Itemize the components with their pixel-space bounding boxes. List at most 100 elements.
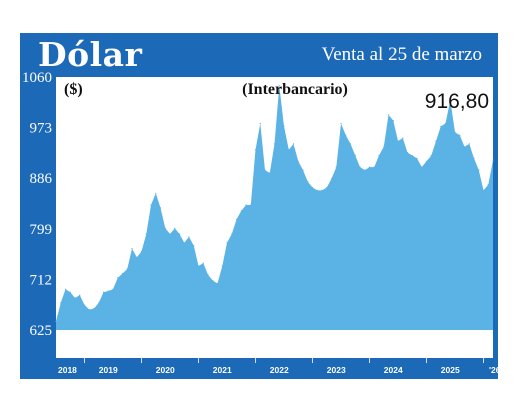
data-point bbox=[136, 256, 138, 258]
data-point bbox=[397, 140, 399, 142]
data-point bbox=[245, 204, 247, 206]
data-point bbox=[430, 154, 432, 157]
data-point bbox=[231, 233, 233, 235]
y-tick-label: 1060 bbox=[22, 70, 52, 86]
y-tick-label: 625 bbox=[30, 323, 53, 339]
data-point bbox=[473, 157, 475, 159]
data-point bbox=[121, 273, 124, 275]
x-axis: 2 1 3 1 5 2 1 3 1 2 1 3 1 4 2 3 2 3 1 4 … bbox=[56, 330, 498, 375]
data-point bbox=[440, 125, 442, 127]
data-point bbox=[216, 282, 219, 285]
data-point bbox=[482, 189, 485, 191]
data-point bbox=[421, 166, 423, 168]
data-point bbox=[60, 302, 62, 304]
data-point bbox=[340, 122, 342, 125]
y-axis: 1060 973 886 799 712 625 bbox=[22, 70, 53, 339]
data-point bbox=[273, 143, 276, 145]
data-point bbox=[155, 192, 157, 194]
data-point bbox=[330, 178, 333, 180]
data-point bbox=[283, 125, 285, 127]
x-year-label: 2025 bbox=[441, 365, 460, 375]
chart-frame: Dólar Venta al 25 de marzo 1060 973 886 799… bbox=[20, 33, 498, 379]
data-point bbox=[150, 204, 152, 206]
y-tick-label: 973 bbox=[30, 121, 53, 137]
data-point bbox=[169, 233, 171, 235]
data-point bbox=[83, 304, 86, 306]
data-point bbox=[349, 143, 352, 145]
x-year-label: 2020 bbox=[156, 365, 175, 375]
data-point bbox=[74, 297, 76, 299]
data-point bbox=[487, 184, 489, 186]
data-point bbox=[478, 169, 480, 171]
y-tick-label: 799 bbox=[30, 222, 53, 238]
data-point bbox=[79, 294, 81, 296]
data-point bbox=[183, 242, 185, 244]
data-point bbox=[193, 245, 195, 247]
data-point bbox=[69, 291, 71, 293]
x-day-tick-row: 2 1 3 1 5 2 1 3 1 2 1 3 1 4 2 3 2 3 1 4 … bbox=[57, 330, 492, 339]
data-point bbox=[259, 122, 261, 125]
chart-header: Dólar Venta al 25 de marzo bbox=[20, 33, 498, 77]
data-point bbox=[435, 140, 437, 142]
data-point bbox=[126, 268, 128, 270]
data-point bbox=[406, 152, 409, 154]
data-point bbox=[468, 143, 470, 145]
data-point bbox=[316, 189, 318, 191]
data-point bbox=[345, 134, 347, 136]
data-point bbox=[164, 227, 166, 229]
data-point bbox=[335, 166, 337, 168]
data-point bbox=[188, 236, 190, 238]
data-point bbox=[326, 186, 328, 189]
data-point bbox=[463, 146, 466, 148]
series-area bbox=[56, 85, 493, 330]
data-point bbox=[368, 166, 371, 168]
data-point bbox=[240, 210, 242, 212]
x-year-label: '26 bbox=[489, 365, 498, 375]
data-point bbox=[207, 274, 209, 276]
unit-label: ($) bbox=[64, 81, 83, 98]
data-point bbox=[88, 309, 90, 311]
x-year-label: 2018 bbox=[58, 365, 77, 375]
data-point bbox=[145, 233, 147, 235]
data-point bbox=[387, 114, 390, 116]
data-point bbox=[444, 122, 447, 125]
data-point bbox=[98, 302, 100, 304]
chart-subtitle: Venta al 25 de marzo bbox=[321, 44, 482, 65]
y-tick-label: 712 bbox=[30, 272, 53, 288]
x-year-label: 2024 bbox=[384, 365, 403, 375]
data-point bbox=[292, 143, 295, 145]
annotation-label: (Interbancario) bbox=[242, 81, 348, 98]
data-point bbox=[250, 204, 252, 206]
y-tick-label: 886 bbox=[30, 171, 53, 187]
data-point bbox=[373, 166, 375, 168]
data-point bbox=[459, 134, 461, 136]
x-year-label: 2023 bbox=[327, 365, 346, 375]
data-point bbox=[264, 169, 266, 171]
data-point bbox=[202, 262, 204, 264]
data-point bbox=[140, 250, 143, 253]
data-point bbox=[117, 277, 119, 279]
data-point bbox=[178, 233, 181, 235]
data-point bbox=[221, 265, 223, 267]
data-point bbox=[212, 280, 214, 282]
data-point bbox=[297, 160, 299, 162]
data-point bbox=[288, 149, 290, 151]
data-point bbox=[55, 320, 57, 322]
data-point bbox=[302, 169, 304, 171]
data-point bbox=[392, 120, 394, 122]
data-point bbox=[226, 242, 228, 244]
data-point bbox=[383, 146, 385, 148]
data-point bbox=[359, 166, 361, 168]
data-point bbox=[278, 85, 280, 87]
data-point bbox=[416, 157, 418, 159]
last-value-label: 916,80 bbox=[425, 90, 489, 113]
data-point bbox=[93, 307, 95, 310]
data-point bbox=[378, 154, 380, 157]
x-month-tick-row: J A S O N D E F M A M J J A S O N D E F … bbox=[56, 347, 492, 356]
data-point bbox=[174, 227, 176, 229]
data-point bbox=[492, 159, 494, 161]
data-point bbox=[411, 154, 413, 157]
data-point bbox=[364, 169, 366, 171]
data-point bbox=[64, 288, 67, 290]
